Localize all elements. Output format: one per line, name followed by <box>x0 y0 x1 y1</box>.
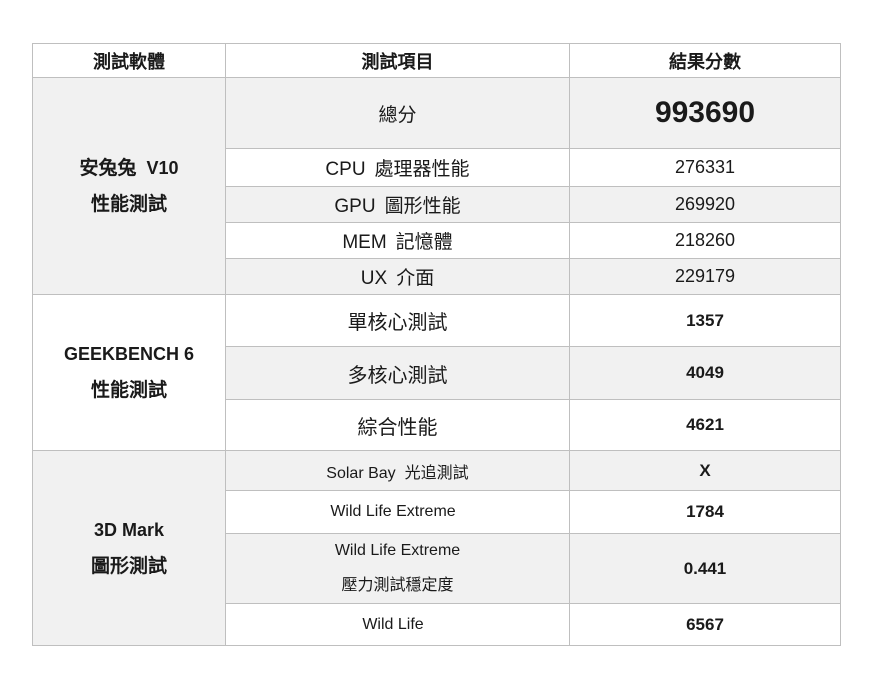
software-name-latin: GEEKBENCH 6 <box>63 344 195 364</box>
table-row: 3D Mark 圖形測試 Solar Bay 光追測試 X <box>32 450 841 646</box>
score-cell: 276331 <box>569 148 841 187</box>
table-row: UX 介面 229179 <box>33 258 841 295</box>
test-item-cell: Wild Life Extreme 壓力測試穩定度 <box>225 533 570 604</box>
test-item-cell: Wild Life Extreme <box>225 490 570 534</box>
item-label-zh: 壓力測試穩定度 <box>341 577 454 594</box>
item-label-latin: UX <box>360 268 388 289</box>
score-cell: 218260 <box>569 222 841 259</box>
table-row: GPU 圖形性能 269920 <box>33 186 841 223</box>
software-name-line1: GEEKBENCH 6 <box>33 336 225 373</box>
table-row: Wild Life Extreme 1784 <box>33 490 841 534</box>
item-label-latin: Wild Life Extreme <box>330 503 456 520</box>
item-label-latin: CPU <box>325 159 366 180</box>
software-name-line2: 性能測試 <box>90 193 167 215</box>
table-row: GEEKBENCH 6 性能測試 單核心測試 1357 <box>32 294 841 451</box>
score-cell: 4621 <box>569 399 841 451</box>
header-cell-test-item: 測試項目 <box>225 43 570 78</box>
software-name-latin: V10 <box>146 157 179 178</box>
test-item-cell: Solar Bay 光追測試 <box>225 450 570 491</box>
item-label-zh: 總分 <box>378 104 417 126</box>
software-name-line2: 圖形測試 <box>90 555 167 577</box>
score-cell: 993690 <box>569 77 841 149</box>
item-label-latin: Wild Life Extreme <box>334 542 461 559</box>
score-cell: 1357 <box>569 294 841 347</box>
table-header-row: 測試軟體 測試項目 結果分數 <box>32 43 841 78</box>
item-label-zh: 單核心測試 <box>347 312 448 334</box>
score-cell: 1784 <box>569 490 841 534</box>
score-cell: X <box>569 450 841 491</box>
header-cell-software: 測試軟體 <box>32 43 226 78</box>
test-item-cell: 綜合性能 <box>225 399 570 451</box>
software-cell-geekbench: GEEKBENCH 6 性能測試 <box>32 294 226 451</box>
item-label-zh: 多核心測試 <box>347 364 448 387</box>
software-name-line1: 3D Mark <box>33 512 225 549</box>
test-item-cell: 單核心測試 <box>225 294 570 347</box>
score-cell: 0.441 <box>569 533 841 604</box>
software-cell-antutu: 安兔兔 V10 性能測試 <box>32 77 226 295</box>
table-row: 綜合性能 4621 <box>33 399 841 451</box>
benchmark-results-table: 測試軟體 測試項目 結果分數 安兔兔 V10 性能測試 總分 993690 CPU… <box>32 43 841 646</box>
item-label-latin: Wild Life <box>362 615 424 633</box>
item-label-zh: 處理器性能 <box>374 159 470 180</box>
header-cell-score: 結果分數 <box>569 43 841 78</box>
score-cell: 4049 <box>569 346 841 400</box>
item-label-latin: Solar Bay <box>326 464 396 482</box>
test-item-cell: GPU 圖形性能 <box>225 186 570 223</box>
test-item-cell: UX 介面 <box>225 258 570 295</box>
table-row: MEM 記憶體 218260 <box>33 222 841 259</box>
test-item-cell: 總分 <box>225 77 570 149</box>
software-name-line1: 安兔兔 V10 <box>33 150 225 187</box>
software-name-zh: 安兔兔 <box>79 157 137 179</box>
test-item-cell: 多核心測試 <box>225 346 570 400</box>
table-row: 安兔兔 V10 性能測試 總分 993690 <box>32 77 841 295</box>
test-item-cell: CPU 處理器性能 <box>225 148 570 187</box>
item-label-zh: 圖形性能 <box>384 196 461 217</box>
item-label-zh: 介面 <box>396 268 435 289</box>
item-label-zh: 綜合性能 <box>357 416 438 439</box>
test-item-cell: MEM 記憶體 <box>225 222 570 259</box>
item-label-latin: GPU <box>334 196 376 217</box>
score-cell: 6567 <box>569 603 841 646</box>
software-name-line2: 性能測試 <box>90 380 167 401</box>
software-cell-3dmark: 3D Mark 圖形測試 <box>32 450 226 646</box>
item-label-latin: MEM <box>342 232 387 253</box>
test-item-cell: Wild Life <box>225 603 570 646</box>
item-label-zh: 光追測試 <box>404 464 469 482</box>
table-row: Wild Life 6567 <box>33 603 841 646</box>
software-name-latin: 3D Mark <box>93 519 165 540</box>
item-label-zh: 記憶體 <box>395 232 453 253</box>
score-cell: 229179 <box>569 258 841 295</box>
table-row: CPU 處理器性能 276331 <box>33 148 841 187</box>
table-row: 多核心測試 4049 <box>33 346 841 400</box>
score-cell: 269920 <box>569 186 841 223</box>
